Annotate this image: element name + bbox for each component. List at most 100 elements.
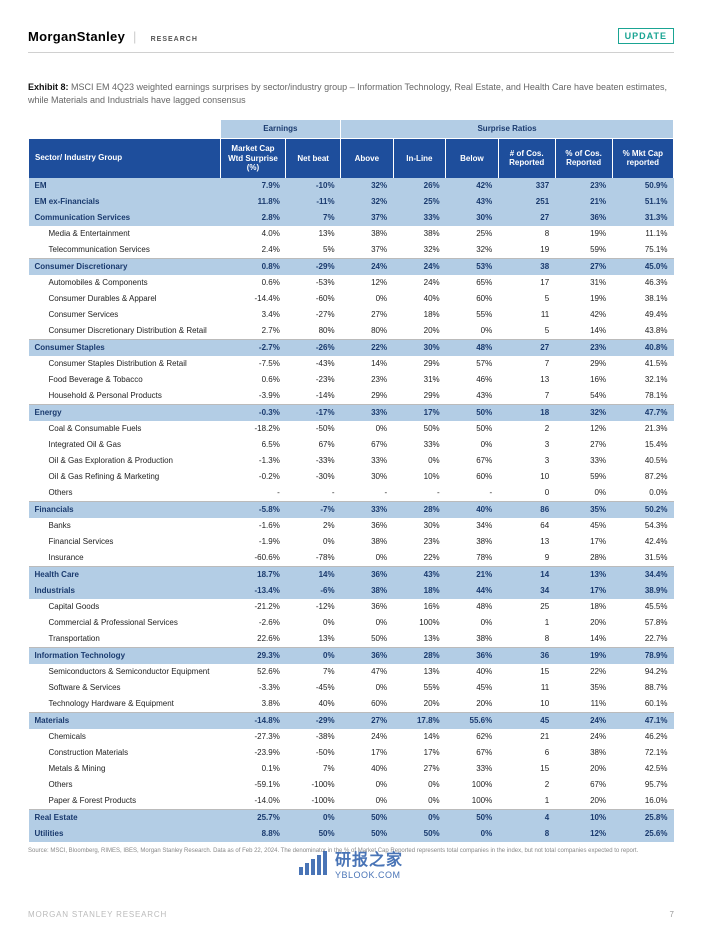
cell: 14% — [555, 323, 612, 340]
cell: 13% — [555, 566, 612, 583]
cell: 45.5% — [612, 599, 673, 615]
cell: 55.6% — [446, 712, 499, 729]
sector-row: EM ex-Financials11.8%-11%32%25%43%25121%… — [29, 194, 674, 210]
cell: -3.3% — [220, 680, 286, 696]
cell: 20% — [555, 761, 612, 777]
cell: 57.8% — [612, 615, 673, 631]
cell: 23% — [341, 372, 394, 388]
cell: 75.1% — [612, 242, 673, 259]
cell: 60.1% — [612, 696, 673, 713]
cell: 31.5% — [612, 550, 673, 567]
industry-row: Chemicals-27.3%-38%24%14%62%2124%46.2% — [29, 729, 674, 745]
cell: 24% — [555, 712, 612, 729]
cell: -60.6% — [220, 550, 286, 567]
cell: 40% — [341, 761, 394, 777]
cell: 24% — [393, 258, 446, 275]
th-earnings: Earnings — [220, 120, 340, 139]
cell: 24% — [341, 729, 394, 745]
cell: 44% — [446, 583, 499, 599]
cell: Communication Services — [29, 210, 221, 226]
cell: Oil & Gas Refining & Marketing — [29, 469, 221, 485]
cell: 0% — [286, 647, 341, 664]
cell: -3.9% — [220, 388, 286, 405]
industry-row: Financial Services-1.9%0%38%23%38%1317%4… — [29, 534, 674, 550]
col-header: Above — [341, 139, 394, 178]
watermark-cn: 研报之家 — [335, 846, 403, 870]
cell: 43% — [446, 194, 499, 210]
cell: 48% — [446, 339, 499, 356]
cell: 51.1% — [612, 194, 673, 210]
cell: 22% — [341, 339, 394, 356]
cell: 34% — [446, 518, 499, 534]
cell: -1.6% — [220, 518, 286, 534]
cell: 0% — [286, 809, 341, 826]
cell: 36% — [341, 599, 394, 615]
cell: -17% — [286, 404, 341, 421]
cell: 0% — [555, 485, 612, 502]
cell: 2 — [498, 777, 555, 793]
cell: -14.8% — [220, 712, 286, 729]
cell: 38 — [498, 258, 555, 275]
cell: 55% — [446, 307, 499, 323]
cell: 5 — [498, 323, 555, 340]
cell: 36% — [341, 518, 394, 534]
cell: Health Care — [29, 566, 221, 583]
cell: 11 — [498, 307, 555, 323]
cell: Automobiles & Components — [29, 275, 221, 291]
col-header: Below — [446, 139, 499, 178]
cell: 0% — [393, 777, 446, 793]
cell: -50% — [286, 745, 341, 761]
cell: 0.6% — [220, 275, 286, 291]
cell: 25.8% — [612, 809, 673, 826]
cell: 47.7% — [612, 404, 673, 421]
cell: 100% — [393, 615, 446, 631]
cell: Chemicals — [29, 729, 221, 745]
cell: 2.4% — [220, 242, 286, 259]
cell: 0% — [446, 437, 499, 453]
cell: -100% — [286, 777, 341, 793]
sector-row: Financials-5.8%-7%33%28%40%8635%50.2% — [29, 501, 674, 518]
earnings-table: Earnings Surprise Ratios Sector/ Industr… — [28, 119, 674, 842]
cell: 38% — [393, 226, 446, 242]
cell: 21% — [446, 566, 499, 583]
cell: Consumer Durables & Apparel — [29, 291, 221, 307]
cell: 45% — [446, 680, 499, 696]
industry-row: Automobiles & Components0.6%-53%12%24%65… — [29, 275, 674, 291]
cell: -38% — [286, 729, 341, 745]
cell: 0 — [498, 485, 555, 502]
cell: 18% — [393, 583, 446, 599]
cell: 14% — [286, 566, 341, 583]
cell: EM — [29, 178, 221, 194]
cell: 34.4% — [612, 566, 673, 583]
exhibit-caption: Exhibit 8: MSCI EM 4Q23 weighted earning… — [28, 81, 674, 107]
cell: -33% — [286, 453, 341, 469]
th-surprise: Surprise Ratios — [341, 120, 674, 139]
cell: Semiconductors & Semiconductor Equipment — [29, 664, 221, 680]
col-header: In-Line — [393, 139, 446, 178]
cell: 64 — [498, 518, 555, 534]
cell: 1 — [498, 615, 555, 631]
cell: 6.5% — [220, 437, 286, 453]
industry-row: Oil & Gas Refining & Marketing-0.2%-30%3… — [29, 469, 674, 485]
cell: 0% — [446, 323, 499, 340]
industry-row: Consumer Discretionary Distribution & Re… — [29, 323, 674, 340]
col-header: % Mkt Cap reported — [612, 139, 673, 178]
exhibit-text: MSCI EM 4Q23 weighted earnings surprises… — [28, 82, 667, 105]
cell: 57% — [446, 356, 499, 372]
cell: -43% — [286, 356, 341, 372]
col-header: Market Cap Wtd Surprise (%) — [220, 139, 286, 178]
cell: Transportation — [29, 631, 221, 648]
cell: 5 — [498, 291, 555, 307]
cell: 32% — [393, 242, 446, 259]
cell: 19% — [555, 291, 612, 307]
cell: Real Estate — [29, 809, 221, 826]
cell: -27.3% — [220, 729, 286, 745]
cell: 50% — [393, 826, 446, 842]
cell: 31% — [393, 372, 446, 388]
sector-row: Consumer Discretionary0.8%-29%24%24%53%3… — [29, 258, 674, 275]
cell: 25% — [393, 194, 446, 210]
cell: 0% — [341, 777, 394, 793]
cell: 10 — [498, 696, 555, 713]
cell: 7% — [286, 210, 341, 226]
cell: Food Beverage & Tobacco — [29, 372, 221, 388]
